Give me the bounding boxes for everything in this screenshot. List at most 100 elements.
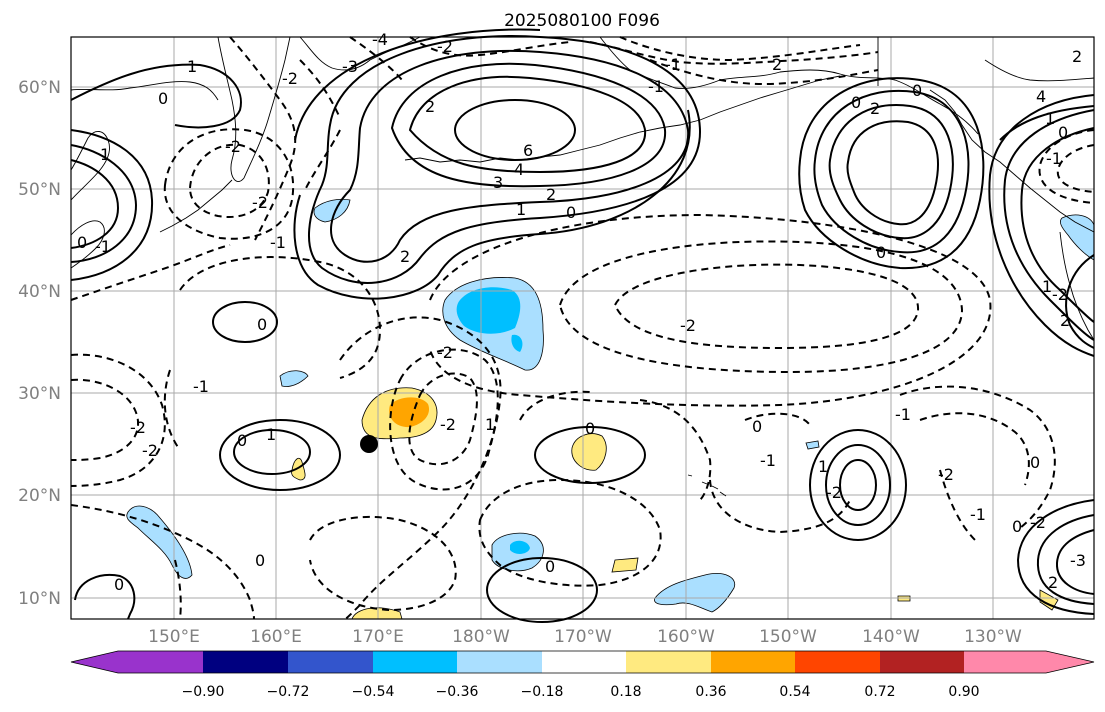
contour-0 (293, 28, 691, 300)
contour-label: 0 (158, 89, 168, 108)
contour-label: -2 (826, 483, 842, 502)
contour-label: -4 (372, 30, 388, 49)
colorbar: −0.90 −0.72 −0.54 −0.36 −0.18 0.18 0.36 … (70, 650, 1095, 700)
lon-label: 130°W (964, 627, 1022, 647)
contour-label: 2 (1060, 311, 1070, 330)
contour-label: 0 (566, 203, 576, 222)
yellow-anomaly-patch (571, 433, 607, 471)
colorbar-segment (457, 651, 542, 673)
gridlines (71, 37, 1094, 619)
negative-contours (70, 36, 1095, 620)
lat-label: 10°N (18, 589, 61, 609)
colorbar-segment (795, 651, 880, 673)
colorbar-tick-label: −0.54 (352, 684, 395, 700)
asia-coastline (70, 81, 219, 101)
contour-neg-west-low (70, 353, 166, 487)
contour-neg2-cutoff-low (389, 348, 499, 491)
contour-neg-sw-2 (174, 559, 182, 620)
contour-neg-nw-ridge (229, 36, 297, 241)
contour-4 (408, 75, 647, 174)
lat-label: 20°N (18, 486, 61, 506)
contour-label: 1 (1042, 277, 1052, 296)
deep-blue-anomaly-patch (510, 540, 530, 554)
contour-label: 0 (77, 233, 87, 252)
contour-label: 2 (425, 97, 435, 116)
contour-label: -1 (895, 405, 911, 424)
contour-label: -1 (665, 55, 681, 74)
contour-label: -3 (342, 57, 358, 76)
contour-0-east-alaska-panhandle (999, 105, 1095, 141)
colorbar-segment (203, 651, 288, 673)
colorbar-extend-min (71, 651, 203, 673)
contour-neg-north-4 (649, 59, 879, 86)
contour-label: 0 (1030, 453, 1040, 472)
contour-neg2-west-trough (188, 143, 270, 218)
contour-label: -2 (282, 69, 298, 88)
contour-neg2-west (70, 378, 140, 461)
colorbar-tick-label: −0.36 (436, 684, 479, 700)
contour-label: -2 (130, 418, 146, 437)
colorbar-segment (288, 651, 373, 673)
contour-se-high (1016, 499, 1095, 615)
contour-label: 0 (1058, 123, 1068, 142)
colorbar-tick-label: 0.18 (610, 684, 641, 700)
contour-label: -2 (142, 441, 158, 460)
blue-anomaly-patch (313, 198, 351, 223)
contour-1 (308, 35, 702, 284)
lon-label: 180°W (452, 627, 510, 647)
kuril-islands-coastline (159, 179, 233, 233)
contour-0-nw (212, 301, 278, 343)
contour-label: 6 (523, 141, 533, 160)
shaded-anomaly-layer (126, 198, 1095, 620)
storm-position-marker (360, 435, 378, 453)
contour-label: 1 (485, 415, 495, 434)
lon-label: 160°W (657, 627, 715, 647)
contour-neg-west-edge (70, 244, 231, 301)
colorbar-tick-label: 0.90 (948, 684, 979, 700)
contour-label: 0 (912, 81, 922, 100)
contour-west-high-3 (70, 159, 120, 249)
colorbar-segment (373, 651, 457, 673)
colorbar-segment (626, 651, 711, 673)
blue-anomaly-patch (654, 573, 736, 613)
deep-blue-anomaly-patch (511, 334, 523, 352)
contour-neg-north-3 (619, 36, 861, 62)
contour-label: 0 (257, 315, 267, 334)
contour-2 (330, 49, 690, 263)
longitude-labels: 150°E 160°E 170°E 180°W 170°W 160°W 150°… (148, 627, 1022, 647)
lon-label: 160°E (250, 627, 302, 647)
contour-neg-cutoff-low (408, 372, 478, 466)
colorbar-tick-label: −0.18 (521, 684, 564, 700)
contour-label: 1 (818, 457, 828, 476)
contour-neg-central-sw (309, 515, 457, 612)
contour-label: 2 (1072, 47, 1082, 66)
contour-label: -2 (437, 37, 453, 56)
contour-neg2-subtropical-trough (613, 263, 920, 350)
map-frame (70, 36, 1095, 620)
contour-label: 0 (585, 419, 595, 438)
contour-label: 0 (851, 93, 861, 112)
contour-label: 2 (870, 99, 880, 118)
contour-1-west (219, 419, 341, 491)
blue-anomaly-patch (1060, 214, 1095, 261)
colorbar-extend-max (964, 651, 1094, 673)
contour-neg1-subtropical-trough (558, 240, 964, 374)
contour-label: 1 (1045, 109, 1055, 128)
contour-label: 4 (514, 160, 524, 179)
contour-neg-north-1 (409, 36, 879, 65)
contour-label: 4 (1036, 87, 1046, 106)
contour-label: -1 (193, 377, 209, 396)
contour-neg-east-2 (919, 412, 1030, 486)
contour-labels: -4 -2 -3 1 0 -2 -2 -1 -2 2 6 3 4 2 1 0 2… (77, 30, 1086, 594)
contour-neg-ne-low-2 (1056, 144, 1095, 193)
yellow-anomaly-patch (611, 557, 639, 573)
contour-0-south (486, 557, 598, 623)
alaska-interior-border (877, 37, 1095, 86)
contour-label: 2 (772, 55, 782, 74)
figure-title: 2025080100 F096 (504, 11, 660, 31)
contour-label: 0 (255, 551, 265, 570)
contour-0-alaska-low (798, 77, 985, 270)
contour-neg1-west-trough (163, 128, 295, 240)
aleutian-islands-coastline (404, 75, 841, 163)
contour-label: 0 (114, 575, 124, 594)
